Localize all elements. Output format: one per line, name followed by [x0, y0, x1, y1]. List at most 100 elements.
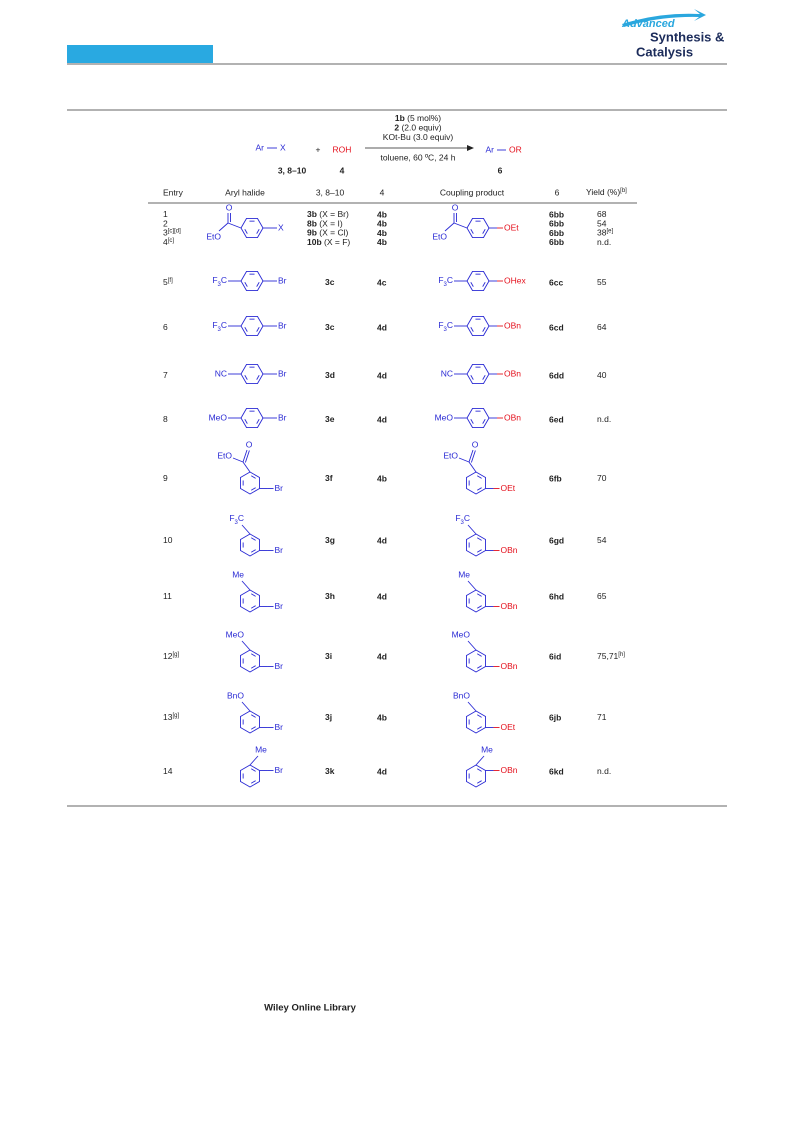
substituent: Me	[232, 569, 244, 579]
ring	[240, 533, 260, 557]
substituent: F3C	[212, 275, 227, 287]
substituent: OEt	[504, 222, 519, 232]
condition: KOt-Bu (3.0 equiv)	[383, 132, 454, 142]
entry: 10	[163, 535, 173, 545]
ring-bond	[477, 537, 482, 541]
yield: 40	[597, 370, 607, 380]
substituent: OBn	[501, 545, 518, 555]
entry: [g]	[172, 713, 179, 719]
substituent: BnO	[227, 690, 244, 700]
product-id: 6id	[549, 651, 561, 661]
ring-bond	[256, 282, 260, 287]
yield: [h]	[618, 652, 625, 658]
ring-bond	[470, 282, 474, 287]
compound-id: 3c	[325, 322, 335, 332]
ring	[466, 649, 486, 673]
ring-bond	[477, 593, 482, 597]
bond	[444, 222, 455, 232]
alcohol-id: 4d	[377, 414, 387, 424]
compound-id: 3c	[325, 277, 335, 287]
bond	[467, 524, 477, 535]
yield: n.d.	[597, 237, 611, 247]
compound-id: 3k	[325, 766, 335, 776]
bond	[242, 461, 251, 473]
logo-swoosh	[622, 9, 706, 27]
ring-bond	[244, 282, 248, 287]
ring-bond	[482, 327, 486, 332]
ring-bond	[477, 475, 482, 479]
product-id: 6bb	[549, 209, 564, 219]
substituent: O	[452, 202, 459, 212]
entry: 9	[163, 473, 168, 483]
substituent: O	[226, 202, 233, 212]
entry: 13[g]	[163, 712, 179, 722]
substituent: Me	[481, 744, 493, 754]
yield: 54	[597, 535, 607, 545]
yield: 75,71[h]	[597, 651, 625, 661]
bond	[227, 222, 242, 229]
ring-bond	[251, 605, 256, 609]
alcohol-id: 4b	[377, 228, 387, 238]
entry: [g]	[172, 652, 179, 658]
ring-bond	[251, 665, 256, 669]
ring-bond	[482, 282, 486, 287]
ring-bond	[244, 229, 248, 234]
column-header: Yield (%)	[586, 187, 620, 197]
substituent: OBn	[504, 320, 521, 330]
bond	[470, 450, 476, 463]
ring-bond	[482, 375, 486, 380]
substituent: OEt	[501, 483, 516, 493]
reactant: ROH	[333, 144, 352, 154]
substituent: F3C	[212, 320, 227, 332]
substituent: Br	[278, 320, 287, 330]
column-header: Coupling product	[440, 187, 505, 197]
bond	[241, 701, 251, 712]
ring-bond	[477, 768, 482, 772]
yield: 64	[597, 322, 607, 332]
ring	[240, 649, 260, 673]
ring	[240, 764, 260, 788]
substituent: Br	[275, 661, 284, 671]
column-header: Entry	[163, 187, 184, 197]
reactant: X	[280, 142, 286, 152]
yield: 55	[597, 277, 607, 287]
substituent: MeO	[435, 412, 454, 422]
ring-bond	[251, 768, 256, 772]
entry: [c][d]	[168, 228, 181, 234]
compound-label: 6	[498, 165, 503, 175]
alcohol-id: 4b	[377, 209, 387, 219]
product-id: 6cd	[549, 322, 564, 332]
bond	[241, 524, 251, 535]
yield: 65	[597, 591, 607, 601]
condition: toluene, 60 ºC, 24 h	[381, 152, 456, 162]
substituent: F3C	[455, 513, 470, 525]
compound-id: 3j	[325, 712, 332, 722]
alcohol-id: 4c	[377, 277, 387, 287]
ring-bond	[244, 375, 248, 380]
product-id: 6kd	[549, 766, 564, 776]
compound-label: 4	[340, 165, 345, 175]
entry: 2	[163, 219, 168, 229]
bond	[467, 640, 477, 651]
entry: 13	[163, 712, 173, 722]
ring-bond	[244, 327, 248, 332]
substituent: Br	[275, 483, 284, 493]
entry: 1	[163, 209, 168, 219]
product: OR	[509, 144, 522, 154]
alcohol-id: 4d	[377, 591, 387, 601]
alcohol-id: 4b	[377, 237, 387, 247]
yield: n.d.	[597, 237, 611, 247]
compound-id: 3c	[325, 322, 335, 332]
bond	[468, 461, 477, 473]
entry: 6	[163, 322, 168, 332]
ring	[466, 533, 486, 557]
compound-id: 9b (X = Cl)	[307, 228, 348, 238]
yield: [e]	[606, 228, 613, 234]
plus-sign: +	[316, 144, 321, 154]
entry: 10	[163, 535, 173, 545]
product-id: 6gd	[549, 535, 564, 545]
ring-bond	[470, 229, 474, 234]
entry: 7	[163, 370, 168, 380]
ring-bond	[470, 375, 474, 380]
yield: 68	[597, 209, 607, 219]
